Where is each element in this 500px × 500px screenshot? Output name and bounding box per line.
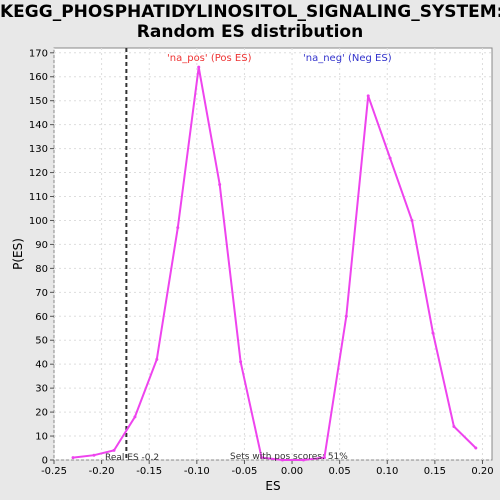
y-tick-label: 100 bbox=[29, 216, 48, 227]
es-data-point bbox=[366, 94, 370, 98]
es-data-point bbox=[260, 456, 264, 460]
legend-neg-es: 'na_neg' (Neg ES) bbox=[303, 53, 392, 64]
x-axis-ticks: -0.25 -0.20 -0.15 -0.10 -0.05 0.00 0.05 0.10 0.1… bbox=[41, 460, 494, 477]
es-data-point bbox=[322, 456, 326, 460]
es-distribution-points bbox=[71, 65, 478, 462]
y-tick-label: 10 bbox=[35, 432, 48, 443]
es-data-point bbox=[431, 331, 435, 335]
y-axis-label: P(ES) bbox=[11, 238, 25, 270]
es-data-point bbox=[71, 456, 75, 460]
es-data-point bbox=[452, 424, 456, 428]
es-data-point bbox=[344, 314, 348, 318]
x-tick-label: -0.25 bbox=[41, 466, 67, 477]
y-tick-label: 110 bbox=[29, 192, 48, 203]
es-data-point bbox=[92, 453, 96, 457]
y-tick-label: 90 bbox=[35, 240, 48, 251]
es-data-point bbox=[176, 226, 180, 230]
x-tick-label: 0.10 bbox=[376, 466, 398, 477]
x-tick-label: -0.05 bbox=[231, 466, 257, 477]
y-tick-label: 70 bbox=[35, 288, 48, 299]
y-tick-label: 60 bbox=[35, 312, 48, 323]
es-data-point bbox=[474, 446, 478, 450]
y-tick-label: 130 bbox=[29, 144, 48, 155]
y-tick-label: 40 bbox=[35, 360, 48, 371]
grid-lines bbox=[53, 48, 492, 461]
x-tick-label: 0.15 bbox=[424, 466, 446, 477]
real-es-label: Real ES -0.2 bbox=[105, 453, 159, 463]
es-data-point bbox=[281, 458, 285, 462]
es-data-point bbox=[112, 448, 116, 452]
y-tick-label: 80 bbox=[35, 264, 48, 275]
y-tick-label: 150 bbox=[29, 96, 48, 107]
x-tick-label: 0.00 bbox=[281, 466, 303, 477]
y-axis-ticks: 0 10 20 30 40 50 60 70 80 90 100 110 120 130 140 150 160… bbox=[29, 48, 54, 467]
es-data-point bbox=[410, 218, 414, 222]
y-tick-label: 30 bbox=[35, 384, 48, 395]
x-tick-label: 0.20 bbox=[471, 466, 493, 477]
es-data-point bbox=[301, 458, 305, 462]
x-tick-label: -0.10 bbox=[184, 466, 210, 477]
y-tick-label: 170 bbox=[29, 48, 48, 59]
x-axis-label: ES bbox=[265, 479, 280, 493]
es-data-point bbox=[133, 415, 137, 419]
chart-title: KEGG_PHOSPHATIDYLINOSITOL_SIGNALING_SYST… bbox=[0, 2, 500, 22]
x-tick-label: 0.05 bbox=[329, 466, 351, 477]
es-data-point bbox=[155, 357, 159, 361]
plot-area bbox=[53, 47, 493, 461]
es-distribution-line bbox=[72, 67, 477, 461]
y-tick-label: 50 bbox=[35, 336, 48, 347]
es-data-point bbox=[388, 156, 392, 160]
es-data-point bbox=[239, 360, 243, 364]
chart-subtitle: Random ES distribution bbox=[136, 22, 364, 42]
pos-scores-note: Sets with pos scores: 51% bbox=[230, 452, 348, 462]
y-tick-label: 140 bbox=[29, 120, 48, 131]
es-data-point bbox=[218, 183, 222, 187]
y-tick-label: 160 bbox=[29, 72, 48, 83]
y-tick-label: 120 bbox=[29, 168, 48, 179]
legend-pos-es: 'na_pos' (Pos ES) bbox=[167, 53, 252, 64]
y-tick-label: 20 bbox=[35, 408, 48, 419]
x-tick-label: -0.15 bbox=[136, 466, 162, 477]
x-tick-label: -0.20 bbox=[89, 466, 115, 477]
y-tick-label: 0 bbox=[42, 456, 48, 467]
es-data-point bbox=[197, 65, 201, 69]
